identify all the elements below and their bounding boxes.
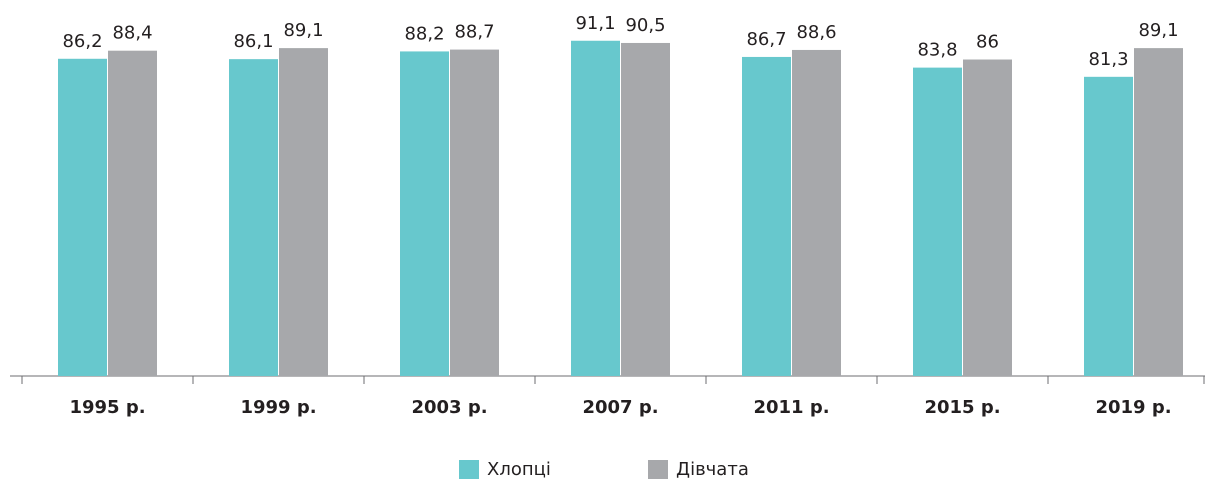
- bar: [1084, 76, 1133, 376]
- bar: [742, 56, 791, 376]
- legend-label: Хлопці: [487, 459, 551, 480]
- value-label: 89,1: [283, 20, 323, 41]
- value-label: 88,6: [796, 22, 836, 43]
- value-label: 86: [976, 32, 999, 53]
- bar: [108, 50, 157, 377]
- value-label: 86,1: [233, 31, 273, 52]
- legend-label: Дівчата: [676, 459, 749, 480]
- bar: [621, 42, 670, 377]
- bar: [963, 59, 1012, 377]
- x-tick-label: 2015 р.: [924, 397, 1000, 418]
- bar: [1134, 48, 1183, 376]
- legend-swatch: [459, 460, 479, 479]
- x-tick-label: 2003 р.: [411, 397, 487, 418]
- bar: [450, 49, 499, 377]
- value-label: 88,7: [454, 22, 494, 43]
- legend-swatch: [648, 460, 668, 479]
- bar: [400, 51, 449, 376]
- bar: [571, 40, 620, 376]
- value-label: 86,7: [746, 29, 786, 50]
- value-label: 83,8: [917, 40, 957, 61]
- bar: [792, 49, 841, 377]
- x-tick-label: 2011 р.: [753, 397, 829, 418]
- bar: [913, 67, 962, 376]
- bar: [279, 48, 328, 376]
- value-label: 91,1: [575, 13, 615, 34]
- x-tick-label: 1995 р.: [69, 397, 145, 418]
- value-label: 86,2: [62, 31, 102, 52]
- x-tick-label: 1999 р.: [240, 397, 316, 418]
- value-label: 90,5: [625, 15, 665, 36]
- bar: [58, 58, 107, 377]
- bar: [229, 59, 278, 376]
- value-label: 88,2: [404, 23, 444, 44]
- x-tick-label: 2007 р.: [582, 397, 658, 418]
- value-label: 89,1: [1138, 20, 1178, 41]
- value-label: 88,4: [112, 23, 152, 44]
- x-tick-label: 2019 р.: [1095, 397, 1171, 418]
- value-label: 81,3: [1088, 49, 1128, 70]
